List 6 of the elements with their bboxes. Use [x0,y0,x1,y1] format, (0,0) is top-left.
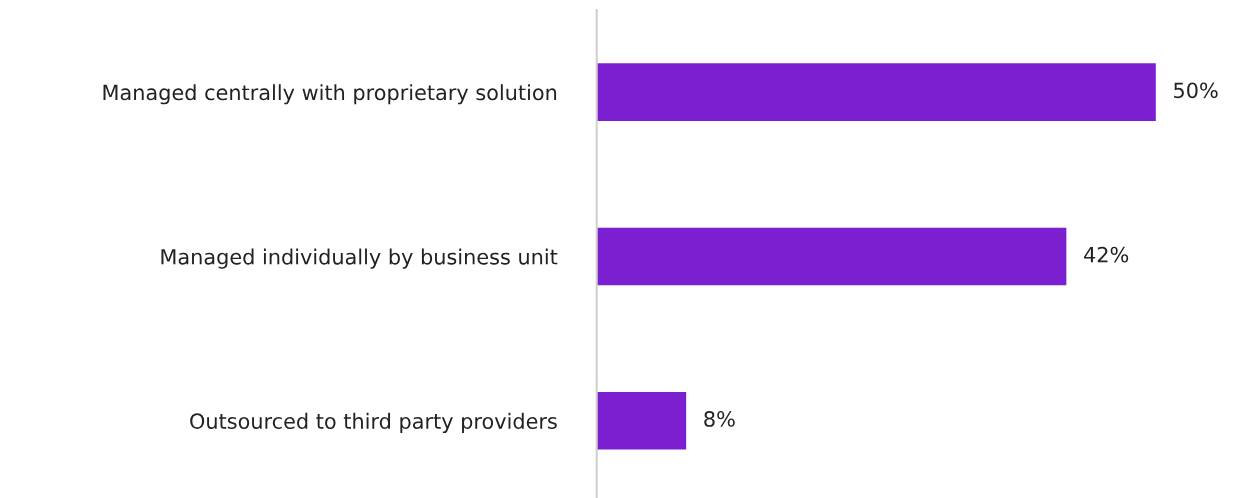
data-label: 50% [1174,82,1218,99]
y-tick-label: Outsourced to third party providers [190,412,557,434]
data-label: 42% [1084,246,1129,263]
y-tick-label: Managed centrally with proprietary solution [103,84,557,105]
data-label: 8% [704,411,735,427]
y-tick-label: Managed individually by business unit [161,248,558,269]
